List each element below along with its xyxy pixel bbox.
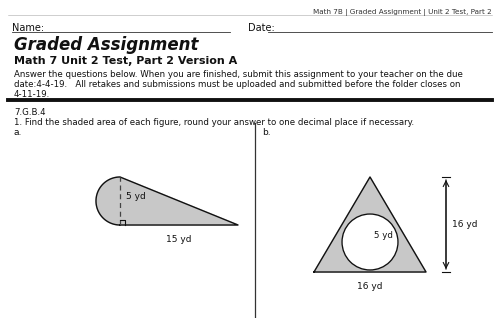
Text: Date:: Date: bbox=[248, 23, 275, 33]
Circle shape bbox=[342, 214, 398, 270]
Text: a.: a. bbox=[14, 128, 22, 137]
Text: Math 7B | Graded Assignment | Unit 2 Test, Part 2: Math 7B | Graded Assignment | Unit 2 Tes… bbox=[313, 9, 492, 16]
Text: 1. Find the shaded area of each figure, round your answer to one decimal place i: 1. Find the shaded area of each figure, … bbox=[14, 118, 414, 127]
Text: Graded Assignment: Graded Assignment bbox=[14, 36, 198, 54]
Text: 7.G.B.4: 7.G.B.4 bbox=[14, 108, 46, 117]
Text: 15 yd: 15 yd bbox=[166, 235, 192, 244]
Text: Name:: Name: bbox=[12, 23, 44, 33]
Text: date:4-4-19.   All retakes and submissions must be uploaded and submitted before: date:4-4-19. All retakes and submissions… bbox=[14, 80, 460, 89]
Text: Math 7 Unit 2 Test, Part 2 Version A: Math 7 Unit 2 Test, Part 2 Version A bbox=[14, 56, 237, 66]
Polygon shape bbox=[96, 177, 238, 225]
Polygon shape bbox=[314, 177, 426, 272]
Text: 5 yd: 5 yd bbox=[374, 232, 393, 240]
Text: 16 yd: 16 yd bbox=[452, 220, 477, 229]
Text: b.: b. bbox=[262, 128, 270, 137]
Text: 5 yd: 5 yd bbox=[126, 192, 146, 201]
Text: 16 yd: 16 yd bbox=[357, 282, 383, 291]
Text: 4-11-19.: 4-11-19. bbox=[14, 90, 50, 99]
Text: Answer the questions below. When you are finished, submit this assignment to you: Answer the questions below. When you are… bbox=[14, 70, 463, 79]
